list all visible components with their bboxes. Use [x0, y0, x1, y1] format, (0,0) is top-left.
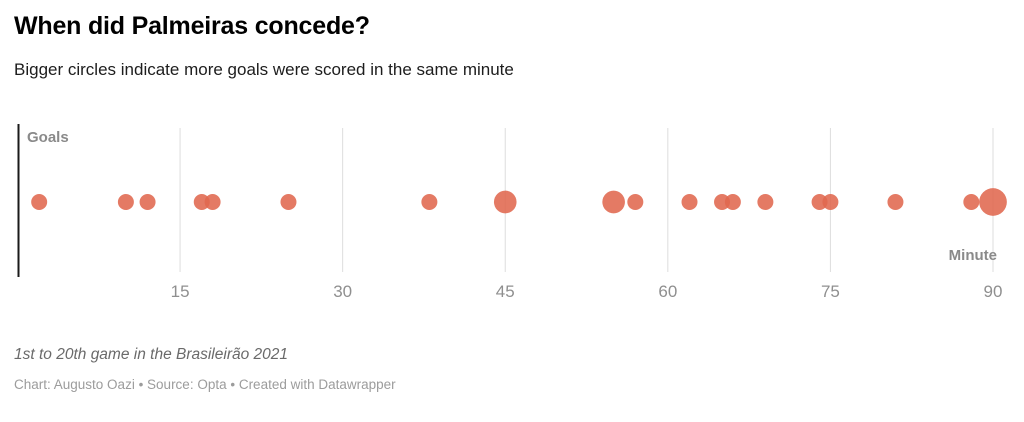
- goal-dot[interactable]: [822, 194, 839, 210]
- x-tick-label: 75: [821, 282, 840, 301]
- goal-dot[interactable]: [602, 190, 625, 214]
- footnote: 1st to 20th game in the Brasileirão 2021: [14, 346, 289, 363]
- x-tick-label: 15: [171, 282, 190, 301]
- goal-dot[interactable]: [979, 188, 1007, 216]
- goal-dot[interactable]: [724, 194, 741, 210]
- goal-dot[interactable]: [280, 194, 297, 210]
- goal-dot[interactable]: [493, 190, 517, 214]
- credit-line: Chart: Augusto Oazi • Source: Opta • Cre…: [14, 377, 396, 392]
- x-tick-label: 90: [984, 282, 1003, 301]
- goal-dot[interactable]: [681, 194, 698, 210]
- y-axis-label: Goals: [27, 129, 69, 146]
- x-tick-label: 30: [333, 282, 352, 301]
- goal-dot[interactable]: [757, 194, 774, 210]
- x-tick-label: 45: [496, 282, 515, 301]
- plot-area: 15 30 45 60 75 90: [17, 124, 1007, 301]
- goal-dot[interactable]: [31, 194, 48, 210]
- x-axis-label: Minute: [948, 247, 997, 264]
- goal-dot[interactable]: [117, 194, 134, 210]
- chart-title: When did Palmeiras concede?: [14, 12, 370, 40]
- goal-dot[interactable]: [139, 194, 156, 210]
- scatter-chart: 15 30 45 60 75 90 Goals Minute: [0, 115, 1024, 307]
- goal-dot[interactable]: [963, 194, 980, 210]
- goal-dot[interactable]: [627, 194, 644, 210]
- goal-dot[interactable]: [421, 194, 438, 210]
- goal-dot[interactable]: [204, 194, 221, 210]
- x-tick-label: 60: [658, 282, 677, 301]
- goal-dot[interactable]: [887, 194, 904, 210]
- chart-subtitle: Bigger circles indicate more goals were …: [14, 60, 514, 79]
